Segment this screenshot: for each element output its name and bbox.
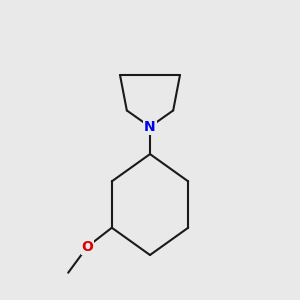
Text: N: N bbox=[144, 120, 156, 134]
Text: O: O bbox=[81, 240, 93, 254]
